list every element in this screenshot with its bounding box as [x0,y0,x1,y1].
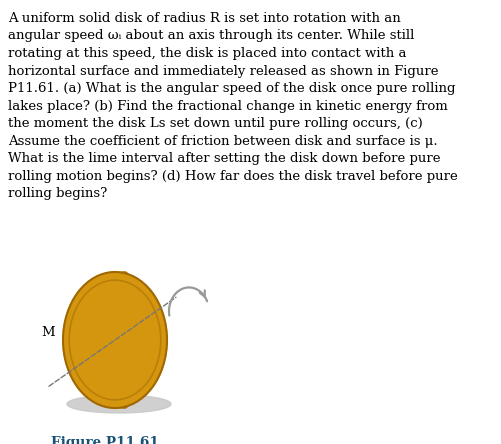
Text: rolling motion begins? (d) How far does the disk travel before pure: rolling motion begins? (d) How far does … [8,170,458,182]
Text: rotating at this speed, the disk is placed into contact with a: rotating at this speed, the disk is plac… [8,47,406,60]
Text: P11.61. (a) What is the angular speed of the disk once pure rolling: P11.61. (a) What is the angular speed of… [8,82,455,95]
Text: A uniform solid disk of radius R is set into rotation with an: A uniform solid disk of radius R is set … [8,12,401,25]
Text: What is the lime interval after setting the disk down before pure: What is the lime interval after setting … [8,152,440,165]
Text: Assume the coefficient of friction between disk and surface is μ.: Assume the coefficient of friction betwe… [8,135,438,147]
Text: Figure P11.61: Figure P11.61 [51,436,159,444]
Text: lakes place? (b) Find the fractional change in kinetic energy from: lakes place? (b) Find the fractional cha… [8,99,448,112]
Ellipse shape [63,272,167,408]
Text: the moment the disk Ls set down until pure rolling occurs, (c): the moment the disk Ls set down until pu… [8,117,423,130]
Text: M: M [41,325,55,338]
Ellipse shape [114,272,136,408]
Text: angular speed ωᵢ about an axis through its center. While still: angular speed ωᵢ about an axis through i… [8,29,414,43]
Text: rolling begins?: rolling begins? [8,187,107,200]
Ellipse shape [67,395,171,413]
Ellipse shape [103,272,142,408]
Text: horizontal surface and immediately released as shown in Figure: horizontal surface and immediately relea… [8,64,438,78]
